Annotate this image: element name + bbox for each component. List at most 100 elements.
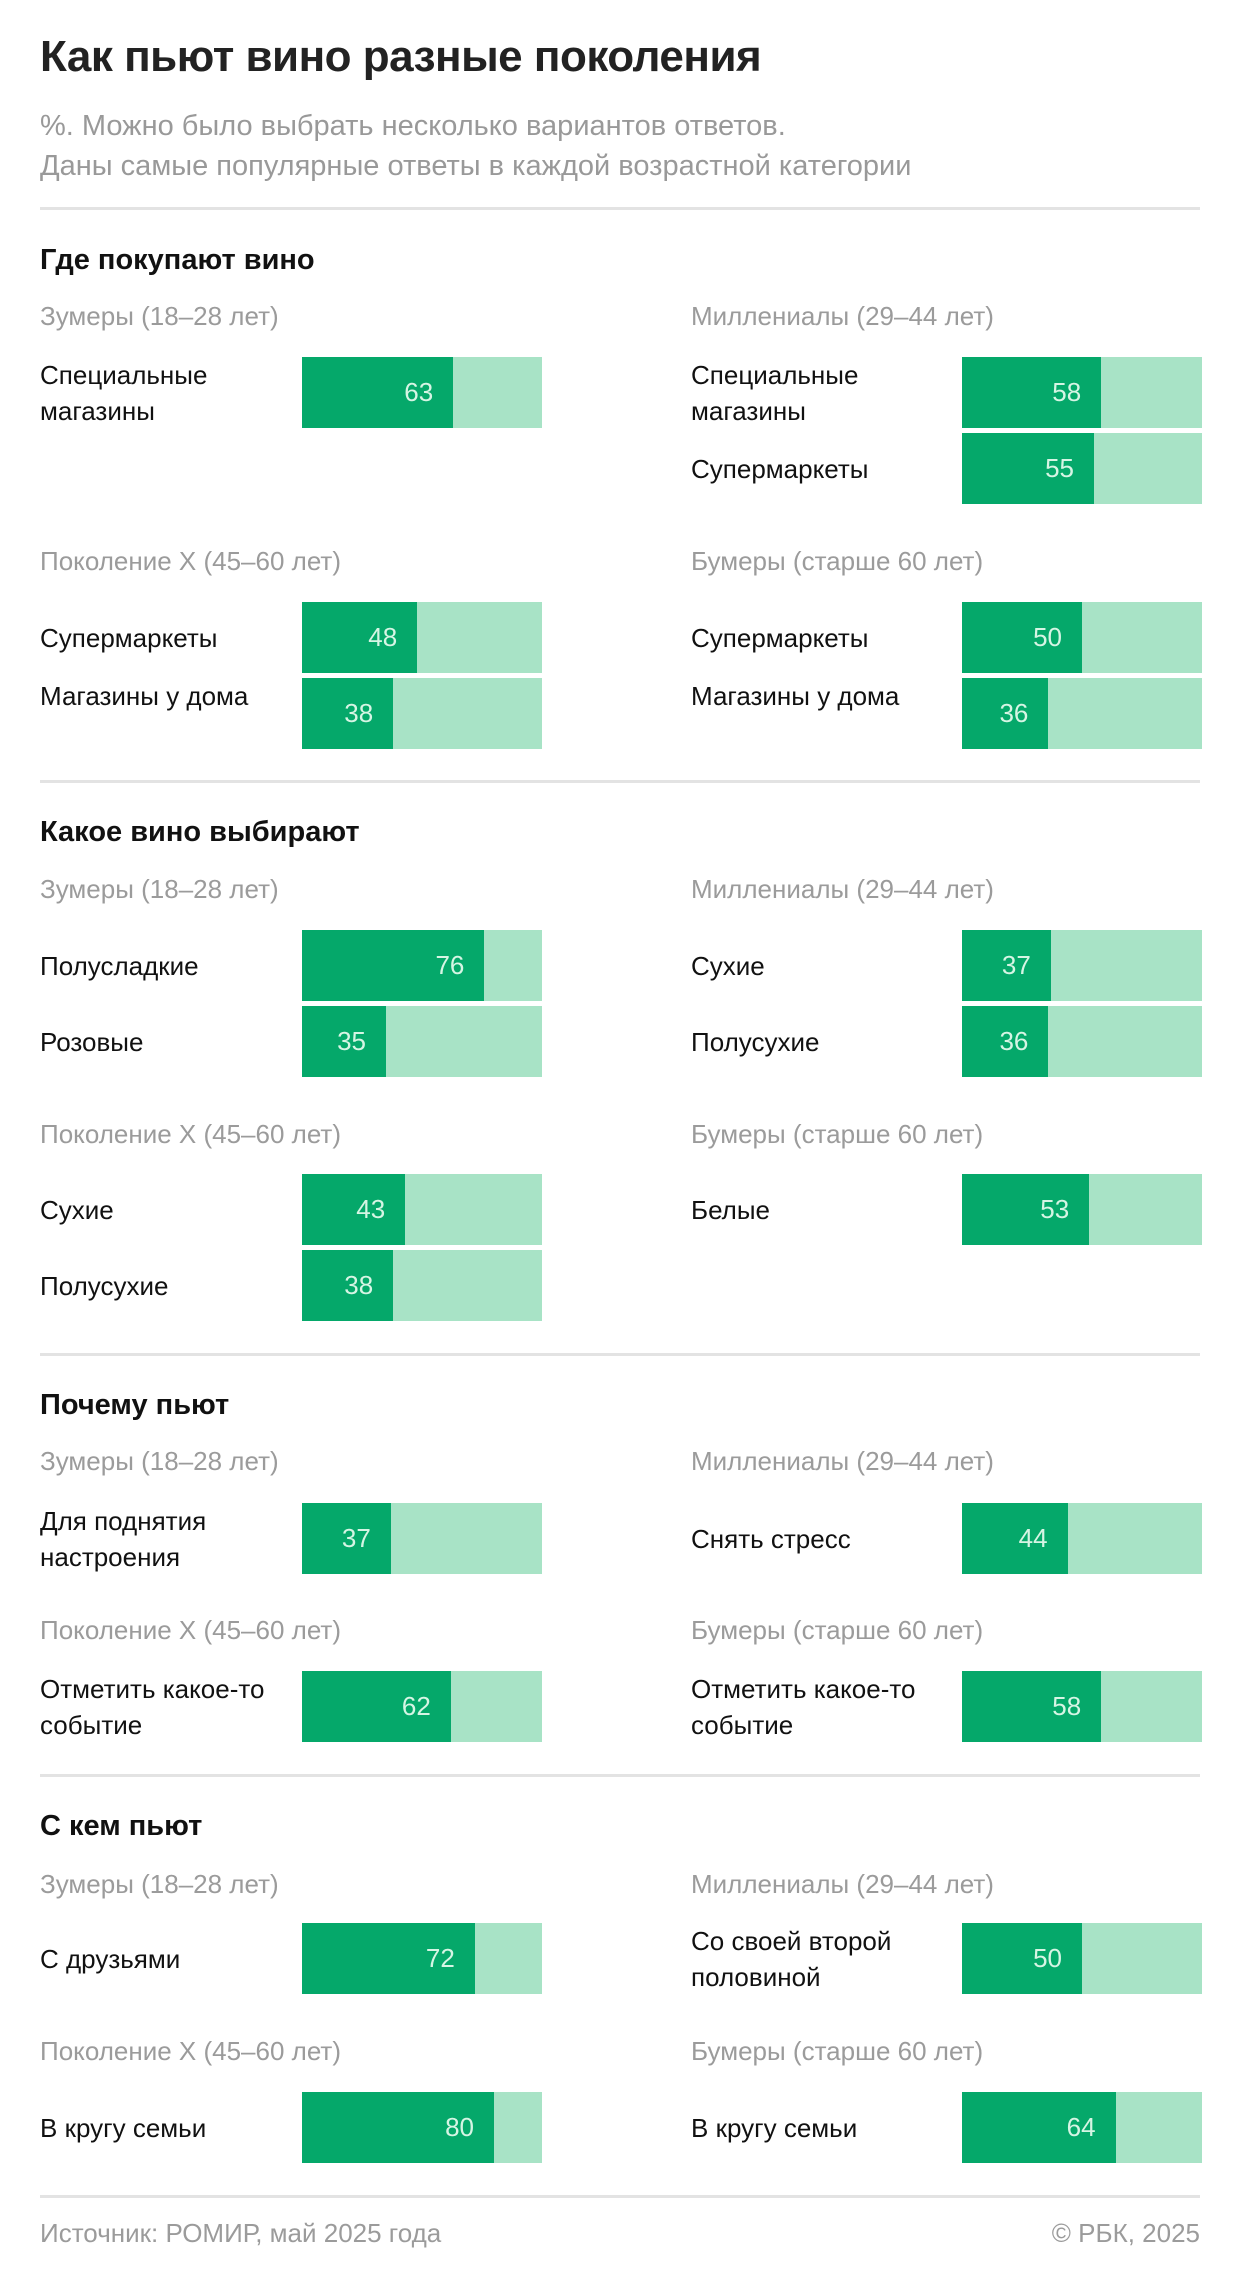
bar-value: 76 — [435, 950, 465, 980]
generation-label: Зумеры (18–28 лет) — [40, 301, 279, 331]
generation-label: Поколение X (45–60 лет) — [40, 1119, 341, 1149]
answer-label: Сухие — [40, 1194, 114, 1225]
chart-subtitle: %. Можно было выбрать несколько варианто… — [40, 106, 911, 186]
answer-label: Специальные магазины — [40, 359, 208, 426]
bar-track: 36 — [962, 678, 1202, 749]
answer-label: Магазины у дома — [40, 680, 249, 711]
answer-label: Со своей второй половиной — [691, 1925, 892, 1992]
answer-label: Полусухие — [40, 1270, 169, 1301]
bar-value: 80 — [445, 2112, 474, 2142]
divider — [40, 207, 1200, 210]
bar-fill: 76 — [302, 930, 485, 1001]
bar-value: 44 — [1018, 1523, 1048, 1553]
bar-track: 38 — [302, 1250, 542, 1321]
bar-value: 50 — [1033, 622, 1062, 652]
bar-track: 37 — [962, 930, 1202, 1001]
bar-fill: 35 — [302, 1006, 386, 1077]
bar-track: 44 — [962, 1503, 1202, 1574]
answer-label: Супермаркеты — [691, 622, 869, 653]
bar-track: 43 — [302, 1174, 542, 1245]
bar-track: 63 — [302, 357, 542, 428]
bar-fill: 58 — [962, 357, 1102, 428]
copyright: © РБК, 2025 — [1051, 2218, 1200, 2248]
bar-value: 63 — [404, 377, 434, 407]
bar-value: 48 — [368, 622, 398, 652]
section-title: С кем пьют — [40, 1810, 203, 1842]
bar-value: 58 — [1052, 1691, 1082, 1721]
section-title: Где покупают вино — [40, 244, 315, 276]
bar-track: 64 — [962, 2092, 1202, 2163]
bar-fill: 37 — [962, 930, 1051, 1001]
bar-track: 35 — [302, 1006, 542, 1077]
bar-value: 36 — [999, 698, 1029, 728]
bar-track: 72 — [302, 1923, 542, 1994]
generation-label: Бумеры (старше 60 лет) — [691, 1119, 984, 1149]
answer-label: Белые — [691, 1194, 770, 1225]
answer-label: В кругу семьи — [691, 2112, 858, 2143]
answer-label: Супермаркеты — [691, 453, 869, 484]
bar-fill: 50 — [962, 1923, 1082, 1994]
divider — [40, 1353, 1200, 1356]
divider — [40, 2195, 1200, 2198]
section-title: Почему пьют — [40, 1389, 230, 1421]
bar-value: 36 — [999, 1026, 1029, 1056]
answer-label: Для поднятия настроения — [40, 1505, 207, 1572]
bar-track: 36 — [962, 1006, 1202, 1077]
bar-track: 50 — [962, 602, 1202, 673]
bar-track: 58 — [962, 357, 1202, 428]
bar-fill: 55 — [962, 433, 1094, 504]
bar-track: 53 — [962, 1174, 1202, 1245]
generation-label: Зумеры (18–28 лет) — [40, 874, 279, 904]
bar-fill: 64 — [962, 2092, 1116, 2163]
bar-value: 55 — [1045, 453, 1074, 483]
answer-label: Полусладкие — [40, 950, 199, 981]
bar-fill: 44 — [962, 1503, 1068, 1574]
bar-fill: 72 — [302, 1923, 475, 1994]
bar-fill: 38 — [302, 1250, 394, 1321]
generation-label: Миллениалы (29–44 лет) — [691, 1446, 994, 1476]
subtitle-line-1: %. Можно было выбрать несколько варианто… — [40, 110, 786, 142]
generation-label: Зумеры (18–28 лет) — [40, 1446, 279, 1476]
generation-label: Зумеры (18–28 лет) — [40, 1869, 279, 1899]
bar-value: 37 — [341, 1523, 371, 1553]
bar-value: 58 — [1052, 377, 1082, 407]
bar-fill: 36 — [962, 1006, 1049, 1077]
bar-value: 35 — [337, 1026, 366, 1056]
bar-fill: 53 — [962, 1174, 1090, 1245]
bar-value: 38 — [344, 1270, 374, 1300]
bar-track: 38 — [302, 678, 542, 749]
bar-value: 72 — [425, 1943, 455, 1973]
bar-fill: 43 — [302, 1174, 406, 1245]
source-note: Источник: РОМИР, май 2025 года — [40, 2218, 442, 2248]
bar-value: 43 — [356, 1194, 386, 1224]
chart-title: Как пьют вино разные поколения — [40, 32, 762, 81]
generation-label: Миллениалы (29–44 лет) — [691, 301, 994, 331]
bar-value: 38 — [344, 698, 374, 728]
generation-label: Бумеры (старше 60 лет) — [691, 2036, 984, 2066]
bar-track: 62 — [302, 1671, 542, 1742]
subtitle-line-2: Даны самые популярные ответы в каждой во… — [40, 150, 912, 182]
answer-label: Полусухие — [691, 1026, 820, 1057]
section-title: Какое вино выбирают — [40, 816, 360, 848]
answer-label: Специальные магазины — [691, 359, 859, 426]
bar-fill: 58 — [962, 1671, 1102, 1742]
bar-value: 53 — [1040, 1194, 1070, 1224]
generation-label: Поколение X (45–60 лет) — [40, 2036, 341, 2066]
bar-track: 55 — [962, 433, 1202, 504]
bar-track: 80 — [302, 2092, 542, 2163]
answer-label: Супермаркеты — [40, 622, 218, 653]
generation-label: Бумеры (старше 60 лет) — [691, 546, 984, 576]
answer-label: Снять стресс — [691, 1523, 851, 1554]
generation-label: Миллениалы (29–44 лет) — [691, 874, 994, 904]
bar-fill: 50 — [962, 602, 1082, 673]
bar-fill: 48 — [302, 602, 418, 673]
divider — [40, 780, 1200, 783]
bar-fill: 38 — [302, 678, 394, 749]
bar-fill: 63 — [302, 357, 454, 428]
answer-label: Отметить какое-то событие — [691, 1673, 916, 1740]
answer-label: Магазины у дома — [691, 680, 900, 711]
generation-label: Бумеры (старше 60 лет) — [691, 1615, 984, 1645]
bar-track: 37 — [302, 1503, 542, 1574]
answer-label: Розовые — [40, 1026, 144, 1057]
answer-label: В кругу семьи — [40, 2112, 207, 2143]
